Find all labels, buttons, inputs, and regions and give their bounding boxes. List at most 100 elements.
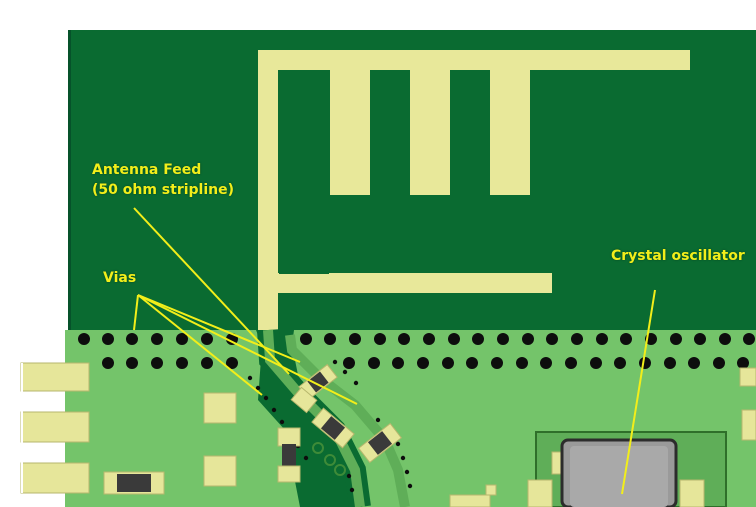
square-pads (203, 367, 756, 487)
via-hole-icon (374, 333, 386, 345)
via-hole-icon (201, 333, 213, 345)
smd-pad (203, 455, 237, 487)
via-hole-icon (516, 357, 528, 369)
leader-vias-1 (133, 294, 139, 331)
via-hole-icon (670, 333, 682, 345)
via-hole-icon (737, 357, 749, 369)
smd-pad (277, 465, 301, 483)
via-ring-icon (334, 464, 346, 476)
via-hole-icon (151, 357, 163, 369)
via-hole-icon (407, 483, 413, 489)
via-hole-icon (226, 357, 238, 369)
via-hole-icon (694, 333, 706, 345)
via-hole-icon (279, 419, 285, 425)
via-hole-icon (497, 333, 509, 345)
via-row-top (78, 333, 755, 345)
edge-pad (20, 411, 90, 443)
via-hole-icon (375, 417, 381, 423)
smd-bottom-left (103, 471, 165, 495)
via-hole-icon (126, 357, 138, 369)
smd-pad (277, 427, 301, 447)
smd-vertical-component (277, 427, 301, 483)
via-hole-icon (368, 357, 380, 369)
via-hole-icon (664, 357, 676, 369)
via-hole-icon (540, 357, 552, 369)
bottom-pad (485, 484, 497, 496)
via-hole-icon (590, 357, 602, 369)
via-hole-icon (546, 333, 558, 345)
via-hole-icon (620, 333, 632, 345)
via-hole-icon (596, 333, 608, 345)
via-hole-icon (349, 333, 361, 345)
crystal-oscillator-label: Crystal oscillator (611, 248, 745, 264)
smd-resistor-icon (282, 444, 296, 468)
antenna-inner-gap-1 (279, 70, 329, 274)
edge-pad (20, 462, 90, 494)
via-hole-icon (255, 385, 261, 391)
via-hole-icon (176, 333, 188, 345)
smd-pad (741, 409, 756, 441)
via-hole-icon (342, 369, 348, 375)
crystal-pad (527, 479, 553, 507)
smd-resistor-icon (117, 474, 151, 492)
leader-crystal (621, 289, 656, 495)
via-hole-icon (176, 357, 188, 369)
leader-vias-4 (137, 294, 358, 405)
edge-pad (20, 362, 90, 392)
antenna-feed-label-line2: (50 ohm stripline) (92, 182, 235, 198)
via-hole-icon (713, 357, 725, 369)
pcb-board-edge-shadow (68, 30, 71, 330)
smd-component-chain (290, 363, 403, 464)
via-hole-icon (639, 357, 651, 369)
via-hole-icon (392, 357, 404, 369)
via-ring-icon (312, 442, 324, 454)
via-ring-icon (324, 454, 336, 466)
via-hole-icon (346, 473, 352, 479)
via-hole-icon (491, 357, 503, 369)
via-hole-icon (571, 333, 583, 345)
antenna-meander-trace (258, 50, 690, 330)
antenna-feed-label-line1: Antenna Feed (92, 162, 202, 178)
via-hole-icon (522, 333, 534, 345)
ground-plane (65, 330, 300, 507)
antenna-feed-label: Antenna Feed (50 ohm stripline) (92, 160, 234, 200)
via-hole-icon (400, 455, 406, 461)
via-hole-icon (442, 357, 454, 369)
via-hole-icon (448, 333, 460, 345)
via-hole-icon (102, 333, 114, 345)
via-hole-icon (353, 380, 359, 386)
via-hole-icon (303, 455, 309, 461)
via-hole-icon (466, 357, 478, 369)
via-hole-icon (263, 395, 269, 401)
via-hole-icon (271, 407, 277, 413)
via-hole-icon (743, 333, 755, 345)
via-hole-icon (151, 333, 163, 345)
via-hole-icon (349, 487, 355, 493)
via-hole-icon (102, 357, 114, 369)
via-hole-icon (201, 357, 213, 369)
via-hole-icon (423, 333, 435, 345)
via-hole-icon (126, 333, 138, 345)
smd-pad (290, 386, 318, 414)
leader-vias-2 (137, 294, 263, 396)
via-hole-icon (78, 333, 90, 345)
antenna-feed-trace (263, 329, 365, 507)
ring-vias (312, 442, 346, 476)
via-hole-icon (398, 333, 410, 345)
via-row-second (102, 357, 749, 369)
antenna-feed-trace-2 (285, 334, 410, 507)
via-hole-icon (332, 359, 338, 365)
via-hole-icon (472, 333, 484, 345)
edge-pads (20, 362, 90, 494)
via-hole-icon (404, 469, 410, 475)
via-hole-icon (300, 333, 312, 345)
smd-pad (739, 367, 756, 387)
crystal-pad (679, 479, 705, 507)
via-hole-icon (247, 375, 253, 381)
via-hole-icon (324, 333, 336, 345)
board-edge-notch (21, 363, 23, 493)
via-hole-icon (688, 357, 700, 369)
bottom-pad (449, 494, 491, 507)
crystal-package-highlight (570, 446, 668, 507)
via-hole-icon (614, 357, 626, 369)
